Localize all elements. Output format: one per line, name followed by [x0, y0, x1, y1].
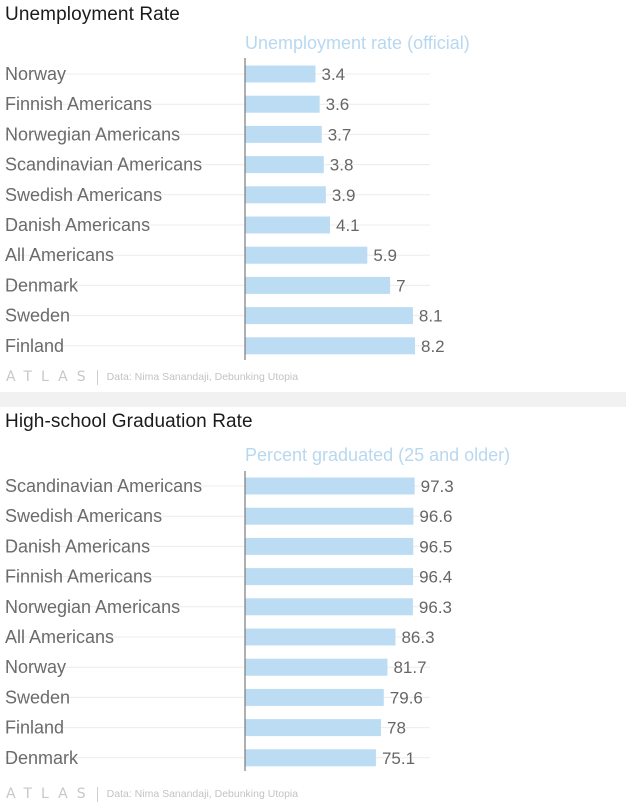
bar	[245, 537, 414, 555]
category-label: All Americans	[5, 627, 114, 647]
value-label: 8.1	[419, 307, 443, 326]
value-label: 75.1	[382, 749, 415, 768]
value-label: 3.4	[321, 65, 345, 84]
value-label: 81.7	[393, 658, 426, 677]
category-label: Norwegian Americans	[5, 124, 180, 144]
category-label: Sweden	[5, 687, 70, 707]
value-label: 3.9	[332, 186, 356, 205]
category-label: All Americans	[5, 245, 114, 265]
atlas-logo: ATLAS	[6, 369, 95, 385]
value-label: 96.6	[419, 507, 452, 526]
category-label: Finland	[5, 718, 64, 738]
footer-divider	[96, 369, 98, 385]
series-label: Percent graduated (25 and older)	[245, 445, 511, 465]
value-label: 96.3	[419, 598, 452, 617]
bar	[245, 337, 415, 355]
chart-title: High-school Graduation Rate	[5, 411, 253, 432]
unemployment-bar-chart: Norway 3.4 Finnish Americans 3.6 Norwegian A…	[5, 58, 445, 360]
value-label: 96.5	[419, 537, 452, 556]
value-label: 96.4	[419, 568, 452, 587]
value-label: 4.1	[336, 216, 360, 235]
value-label: 3.8	[330, 156, 354, 175]
chart-title: Unemployment Rate	[5, 4, 180, 25]
value-label: 86.3	[401, 628, 434, 647]
source-note: Data: Nima Sanandaji, Debunking Utopia	[106, 788, 299, 800]
bar	[245, 156, 324, 174]
category-label: Denmark	[5, 275, 79, 295]
bar	[245, 568, 414, 586]
value-label: 78	[387, 719, 406, 738]
category-label: Denmark	[5, 748, 79, 768]
category-label: Norwegian Americans	[5, 597, 180, 617]
bar	[245, 246, 368, 264]
category-label: Sweden	[5, 306, 70, 326]
unemployment-chart-panel: Unemployment Rate Unemployment rate (off…	[0, 0, 626, 392]
footer-divider	[96, 786, 98, 802]
bar	[245, 477, 415, 495]
bar	[245, 125, 322, 143]
category-label: Norway	[5, 64, 66, 84]
bar	[245, 688, 384, 706]
bar	[245, 507, 414, 525]
bar	[245, 658, 388, 676]
source-note: Data: Nima Sanandaji, Debunking Utopia	[106, 371, 299, 383]
category-label: Danish Americans	[5, 215, 150, 235]
category-label: Scandinavian Americans	[5, 476, 202, 496]
category-label: Norway	[5, 657, 66, 677]
chart-footer: ATLAS Data: Nima Sanandaji, Debunking Ut…	[6, 786, 298, 802]
category-label: Finnish Americans	[5, 94, 152, 114]
value-label: 5.9	[373, 246, 397, 265]
graduation-bar-chart: Scandinavian Americans 97.3 Swedish Americ…	[5, 471, 454, 771]
bar	[245, 307, 413, 325]
graduation-chart-panel: High-school Graduation Rate Percent grad…	[0, 407, 626, 805]
bar	[245, 749, 376, 767]
category-label: Danish Americans	[5, 536, 150, 556]
category-label: Swedish Americans	[5, 185, 162, 205]
value-label: 7	[396, 276, 405, 295]
atlas-logo: ATLAS	[6, 786, 95, 802]
category-label: Finnish Americans	[5, 567, 152, 587]
bar	[245, 628, 396, 646]
bar	[245, 186, 326, 204]
category-label: Scandinavian Americans	[5, 155, 202, 175]
category-label: Finland	[5, 336, 64, 356]
value-label: 8.2	[421, 337, 445, 356]
series-label: Unemployment rate (official)	[245, 33, 470, 53]
category-label: Swedish Americans	[5, 506, 162, 526]
value-label: 3.7	[328, 125, 352, 144]
value-label: 97.3	[421, 477, 454, 496]
bar	[245, 216, 330, 234]
value-label: 3.6	[326, 95, 350, 114]
value-label: 79.6	[390, 688, 423, 707]
bar	[245, 65, 316, 83]
bar	[245, 719, 381, 737]
bar	[245, 598, 413, 616]
bar	[245, 95, 320, 113]
chart-footer: ATLAS Data: Nima Sanandaji, Debunking Ut…	[6, 369, 298, 385]
bar	[245, 276, 391, 294]
